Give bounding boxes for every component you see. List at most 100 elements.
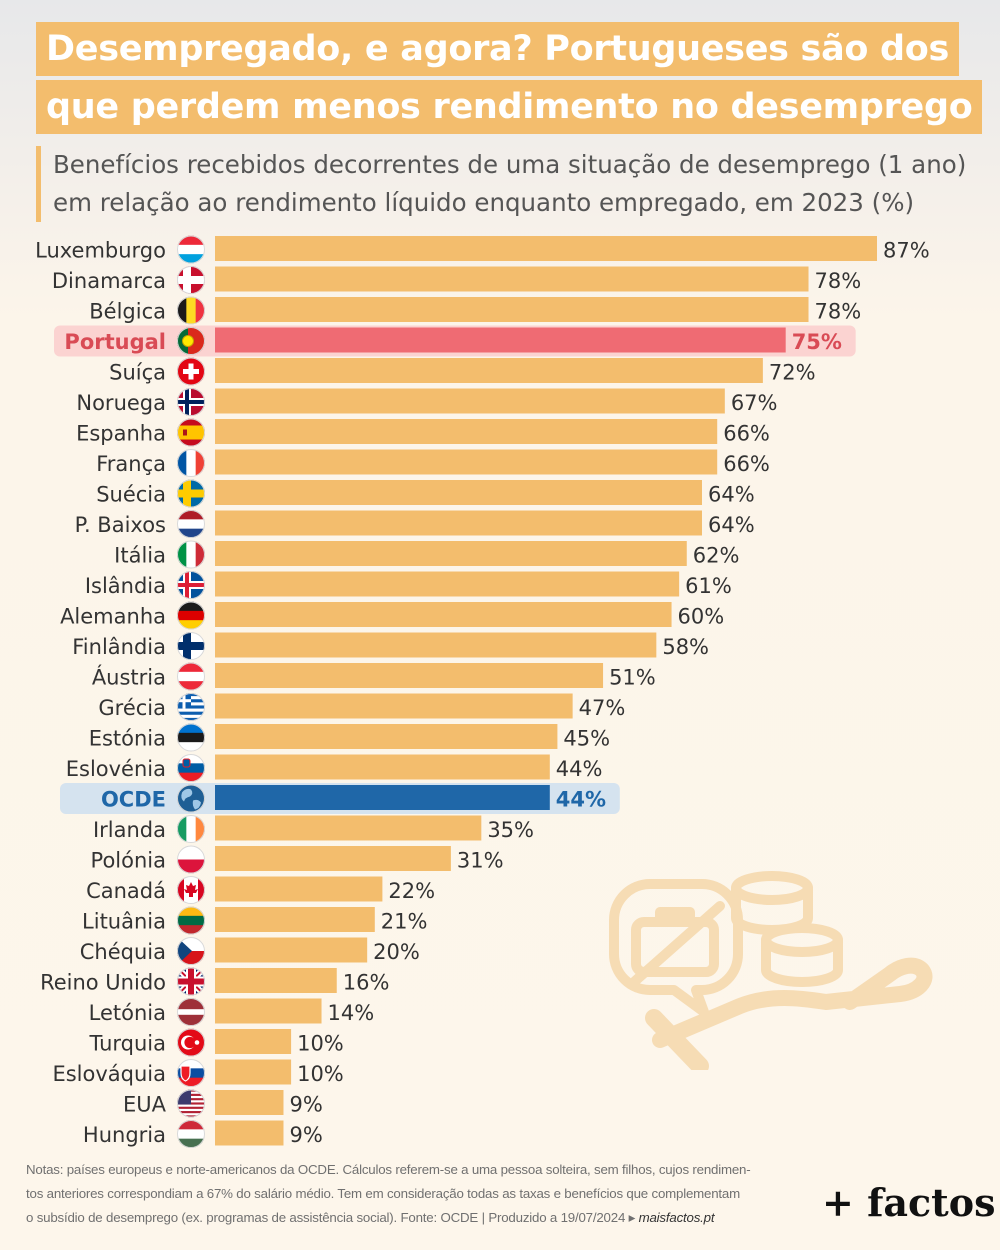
france-flag-icon bbox=[177, 449, 205, 477]
value-label: 75% bbox=[792, 330, 842, 354]
value-label: 10% bbox=[297, 1032, 344, 1056]
notes-line-3: o subsídio de desemprego (ex. programas … bbox=[26, 1206, 816, 1230]
austria-flag-icon bbox=[177, 662, 205, 691]
country-label: Lituânia bbox=[82, 910, 166, 934]
bar-row: Eslováquia 10% bbox=[52, 1059, 344, 1087]
bar bbox=[215, 358, 763, 383]
bar-row: França 66% bbox=[96, 449, 770, 477]
value-label: 72% bbox=[769, 361, 816, 385]
bar-row: Letónia 14% bbox=[89, 998, 375, 1026]
value-label: 22% bbox=[388, 879, 435, 903]
globe-icon bbox=[177, 784, 205, 813]
bar-row: Dinamarca 78% bbox=[52, 266, 861, 294]
bar-row: OCDE 44% bbox=[60, 783, 620, 814]
value-label: 64% bbox=[708, 513, 755, 537]
bar-row: Canadá 22% bbox=[86, 876, 435, 904]
page-title-line-1: Desempregado, e agora? Portugueses são d… bbox=[36, 22, 960, 76]
bar-row: EUA 9% bbox=[123, 1089, 323, 1118]
country-label: França bbox=[96, 452, 166, 476]
value-label: 9% bbox=[289, 1093, 322, 1117]
bar bbox=[215, 571, 680, 597]
bar-row: Itália 62% bbox=[114, 540, 740, 569]
belgium-flag-icon bbox=[177, 296, 205, 325]
bar bbox=[215, 327, 786, 353]
bar bbox=[215, 480, 702, 505]
bar bbox=[215, 998, 322, 1024]
bar-row: Espanha 66% bbox=[76, 418, 770, 447]
country-label: OCDE bbox=[101, 788, 166, 812]
bar-row: Reino Unido 16% bbox=[40, 967, 390, 996]
value-label: 78% bbox=[815, 300, 862, 324]
bar-row: Polónia 31% bbox=[91, 845, 504, 874]
slovenia-flag-icon bbox=[177, 754, 205, 782]
bar bbox=[215, 602, 672, 627]
value-label: 61% bbox=[685, 574, 732, 598]
bar-row: Finlândia 58% bbox=[72, 632, 709, 660]
value-label: 16% bbox=[343, 971, 390, 995]
subtitle-line-2: em relação ao rendimento líquido enquant… bbox=[53, 188, 915, 217]
subtitle-line-1: Benefícios recebidos decorrentes de uma … bbox=[53, 150, 967, 179]
value-label: 66% bbox=[723, 422, 770, 446]
bar bbox=[215, 968, 337, 993]
notes-line-3-text: o subsídio de desemprego (ex. programas … bbox=[26, 1210, 639, 1225]
value-label: 14% bbox=[328, 1001, 375, 1025]
country-label: Suécia bbox=[96, 483, 166, 507]
value-label: 35% bbox=[487, 818, 534, 842]
poland-flag-icon bbox=[177, 845, 205, 874]
value-label: 51% bbox=[609, 666, 656, 690]
bar bbox=[215, 846, 451, 871]
value-label: 20% bbox=[373, 940, 420, 964]
notes-line-2: tos anteriores correspondiam a 67% do sa… bbox=[26, 1186, 740, 1201]
country-label: Espanha bbox=[76, 422, 166, 446]
country-label: Islândia bbox=[85, 574, 166, 598]
bar-row: Turquia 10% bbox=[88, 1028, 344, 1057]
bar-row: Chéquia 20% bbox=[80, 937, 420, 965]
country-label: Finlândia bbox=[72, 635, 166, 659]
value-label: 31% bbox=[457, 849, 504, 873]
value-label: 67% bbox=[731, 391, 778, 415]
value-label: 47% bbox=[579, 696, 626, 720]
bar-row: Luxemburgo 87% bbox=[35, 235, 930, 264]
value-label: 58% bbox=[662, 635, 709, 659]
country-label: Eslováquia bbox=[52, 1062, 166, 1086]
bar bbox=[215, 388, 725, 414]
bar-row: Suíça 72% bbox=[109, 357, 816, 386]
source-link[interactable]: maisfactos.pt bbox=[638, 1210, 715, 1225]
bar bbox=[215, 541, 687, 566]
country-label: Eslovénia bbox=[66, 757, 166, 781]
bar bbox=[215, 1090, 284, 1115]
bar-row: Alemanha 60% bbox=[60, 601, 725, 630]
bar bbox=[215, 724, 558, 749]
country-label: Dinamarca bbox=[52, 269, 166, 293]
ireland-flag-icon bbox=[177, 815, 205, 843]
country-label: Grécia bbox=[98, 696, 166, 720]
value-label: 9% bbox=[289, 1123, 322, 1147]
chart-subtitle: Benefícios recebidos decorrentes de uma … bbox=[36, 146, 973, 222]
latvia-flag-icon bbox=[177, 998, 205, 1026]
country-label: Letónia bbox=[89, 1001, 166, 1025]
bar-row: Grécia 47% bbox=[98, 693, 626, 721]
country-label: P. Baixos bbox=[75, 513, 166, 537]
country-label: Canadá bbox=[86, 879, 166, 903]
bar bbox=[215, 663, 604, 688]
value-label: 62% bbox=[693, 544, 740, 568]
bar bbox=[215, 876, 383, 902]
bar bbox=[215, 449, 718, 475]
value-label: 60% bbox=[678, 605, 725, 629]
bar bbox=[215, 510, 702, 536]
hungary-flag-icon bbox=[177, 1120, 205, 1148]
bar bbox=[215, 937, 368, 963]
value-label: 44% bbox=[556, 788, 606, 812]
luxembourg-flag-icon bbox=[177, 235, 205, 264]
bar bbox=[215, 907, 375, 932]
lithuania-flag-icon bbox=[177, 906, 205, 935]
usa-flag-icon bbox=[177, 1089, 205, 1118]
bar-row: Estónia 45% bbox=[89, 723, 610, 752]
value-label: 64% bbox=[708, 483, 755, 507]
bar-row: Áustria 51% bbox=[92, 662, 656, 691]
country-label: EUA bbox=[123, 1093, 167, 1117]
bar bbox=[215, 1120, 284, 1146]
unemployment-illustration-icon bbox=[609, 871, 933, 1070]
country-label: Itália bbox=[114, 544, 166, 568]
